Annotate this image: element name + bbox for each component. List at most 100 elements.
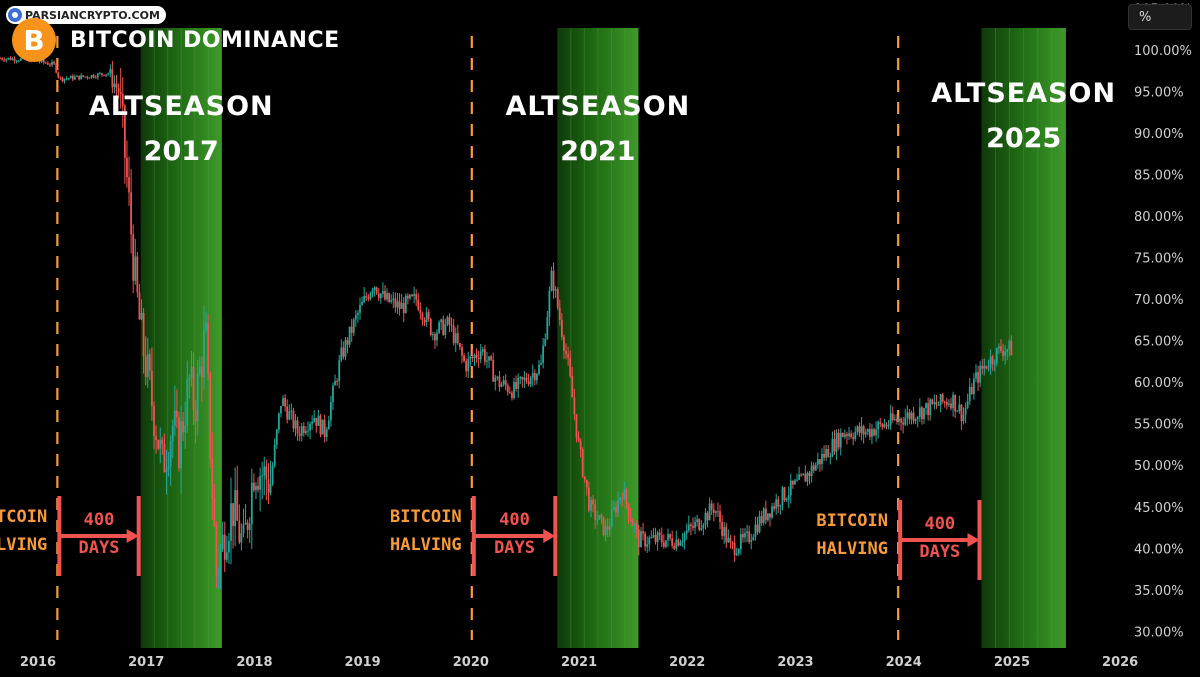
- candle-body: [390, 300, 393, 302]
- candle-body: [238, 520, 241, 543]
- candle-body: [215, 525, 218, 576]
- candle-body: [175, 410, 178, 418]
- candle-body: [280, 405, 282, 414]
- candle-body: [413, 294, 416, 296]
- altseason-band: [557, 28, 639, 648]
- candle-body: [667, 533, 669, 541]
- candle-body: [101, 73, 103, 75]
- candle-body: [115, 83, 118, 88]
- candle-body: [38, 61, 41, 63]
- candle-body: [198, 366, 201, 375]
- candle-body: [40, 59, 43, 62]
- candle-body: [288, 411, 291, 420]
- candle-body: [294, 420, 297, 429]
- candle-body: [454, 333, 457, 344]
- candle-body: [879, 422, 882, 424]
- candle-body: [171, 425, 174, 442]
- candle-body: [107, 73, 110, 75]
- candle-body: [596, 519, 599, 521]
- days-label-line2: DAYS: [919, 542, 960, 562]
- candle-body: [1004, 351, 1007, 356]
- candle-body: [979, 365, 982, 383]
- candle-body: [148, 354, 151, 371]
- candle-body: [473, 354, 476, 359]
- candle-body: [943, 401, 946, 403]
- candle-body: [431, 334, 434, 336]
- candle-body: [708, 503, 711, 521]
- candle-body: [338, 360, 341, 382]
- candle-body: [527, 381, 530, 385]
- y-tick-label: 75.00%: [1134, 252, 1184, 267]
- candle-body: [627, 503, 630, 517]
- candle-body: [839, 432, 842, 448]
- candle-body: [737, 549, 740, 554]
- candle-body: [960, 404, 963, 422]
- candle-body: [619, 497, 622, 500]
- candle-body: [652, 535, 655, 538]
- candle-body: [117, 87, 120, 93]
- candle-body: [151, 370, 153, 406]
- candle-body: [565, 350, 567, 355]
- candle-body: [255, 485, 257, 491]
- candle-body: [779, 505, 782, 507]
- y-tick-label: 50.00%: [1134, 459, 1184, 474]
- candle-body: [415, 294, 418, 300]
- candle-body: [479, 351, 482, 360]
- candle-body: [862, 426, 865, 435]
- candle-body: [590, 499, 592, 511]
- candle-body: [203, 330, 205, 378]
- candle-body: [812, 465, 815, 471]
- halving-label-line2: HALVING: [0, 535, 47, 555]
- candle-body: [662, 542, 665, 547]
- candle-body: [205, 323, 207, 331]
- candle-body: [334, 381, 336, 386]
- candle-body: [429, 318, 432, 335]
- candle-body: [384, 290, 386, 300]
- candle-body: [354, 315, 357, 320]
- candle-body: [496, 376, 499, 378]
- candle-body: [783, 487, 786, 501]
- candle-body: [871, 429, 873, 437]
- x-tick-label: 2020: [453, 655, 489, 670]
- candle-body: [402, 302, 405, 314]
- candle-body: [760, 516, 763, 523]
- candle-body: [307, 430, 309, 432]
- candle-body: [346, 340, 349, 345]
- candle-body: [1008, 340, 1011, 350]
- candle-body: [833, 438, 836, 452]
- candle-body: [290, 410, 293, 412]
- candle-body: [119, 92, 122, 95]
- unit-selector[interactable]: %: [1128, 4, 1192, 30]
- candle-body: [456, 333, 459, 344]
- altseason-label-line1: ALTSEASON: [931, 78, 1116, 109]
- candle-body: [382, 290, 384, 294]
- candle-body: [261, 475, 264, 477]
- candle-body: [731, 542, 734, 544]
- candle-body: [300, 426, 303, 436]
- candle-body: [606, 526, 609, 531]
- candle-body: [132, 234, 135, 281]
- candle-body: [744, 533, 746, 538]
- candle-body: [11, 58, 14, 61]
- candle-body: [219, 549, 222, 574]
- candle-body: [727, 537, 730, 543]
- candle-body: [594, 504, 597, 520]
- candle-body: [469, 356, 472, 359]
- candle-body: [134, 256, 137, 281]
- candle-body: [44, 62, 47, 64]
- candle-body: [533, 372, 536, 381]
- candle-body: [7, 57, 10, 59]
- candle-body: [421, 313, 424, 321]
- candle-body: [948, 403, 950, 405]
- candle-body: [286, 406, 289, 420]
- candle-body: [569, 357, 572, 376]
- candle-body: [313, 417, 316, 422]
- candle-body: [843, 434, 846, 437]
- candle-body: [159, 439, 162, 449]
- y-tick-label: 85.00%: [1134, 168, 1184, 183]
- candle-body: [76, 75, 78, 77]
- candle-body: [103, 74, 105, 76]
- candle-body: [929, 399, 932, 416]
- candle-body: [794, 480, 796, 485]
- candle-body: [161, 439, 164, 444]
